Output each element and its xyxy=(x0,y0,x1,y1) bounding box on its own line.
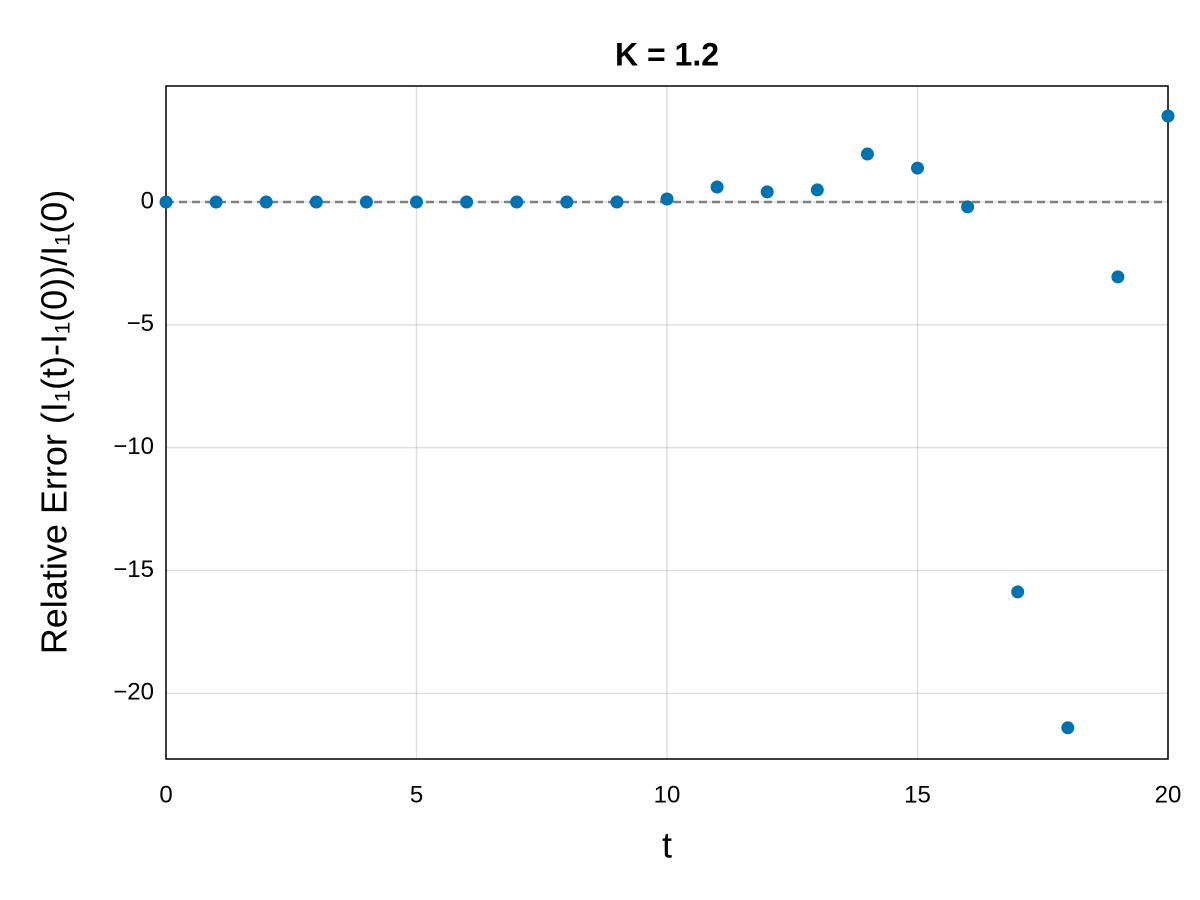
point xyxy=(560,195,574,209)
point xyxy=(1161,109,1175,123)
point xyxy=(810,183,824,197)
point xyxy=(860,147,874,161)
point xyxy=(710,180,724,194)
point xyxy=(209,195,223,209)
x-tick-label: 15 xyxy=(904,781,931,808)
x-axis-label: t xyxy=(662,825,672,866)
point xyxy=(309,195,323,209)
point xyxy=(460,195,474,209)
point xyxy=(410,195,423,209)
point xyxy=(760,185,774,199)
y-tick-label: −5 xyxy=(127,310,154,337)
point xyxy=(660,192,674,206)
x-tick-label: 0 xyxy=(159,781,172,808)
point xyxy=(1111,270,1125,284)
x-tick-label: 5 xyxy=(410,781,423,808)
y-tick-label: −10 xyxy=(113,433,154,460)
y-tick-label: 0 xyxy=(141,187,154,214)
point xyxy=(610,195,624,209)
y-axis-label: Relative Error (I₁(t)-I₁(0))/I₁(0) xyxy=(34,190,75,654)
point xyxy=(159,195,173,209)
y-tick-label: −15 xyxy=(113,556,154,583)
point xyxy=(510,195,524,209)
point xyxy=(359,195,373,209)
point xyxy=(1011,585,1025,599)
x-tick-label: 20 xyxy=(1155,781,1182,808)
point xyxy=(1061,721,1075,735)
plot-frame xyxy=(165,85,1169,760)
point xyxy=(259,195,273,209)
point xyxy=(961,200,975,214)
x-tick-label: 10 xyxy=(654,781,681,808)
y-tick-label: −20 xyxy=(113,679,154,706)
point xyxy=(911,161,924,175)
chart-title: K = 1.2 xyxy=(615,36,719,72)
